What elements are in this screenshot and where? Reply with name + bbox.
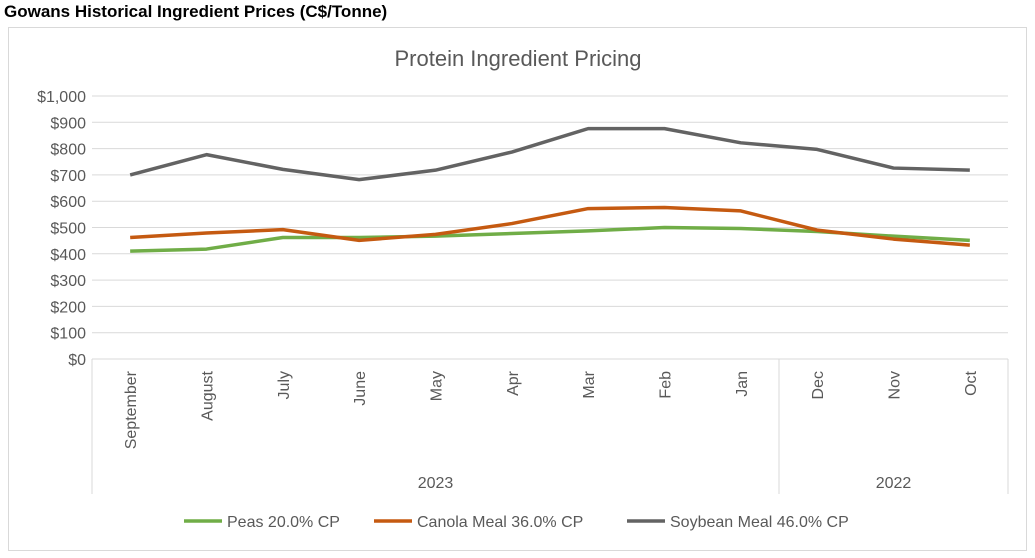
y-tick-label: $0 — [68, 352, 86, 369]
x-tick-label: September — [123, 370, 140, 449]
x-tick-label: Feb — [658, 371, 675, 399]
year-label: 2023 — [418, 475, 454, 492]
page-title: Gowans Historical Ingredient Prices (C$/… — [4, 2, 388, 21]
x-tick-label: Jan — [734, 371, 751, 397]
x-tick-label: August — [200, 370, 217, 420]
y-tick-label: $100 — [50, 326, 86, 343]
y-tick-label: $400 — [50, 247, 86, 264]
legend-label: Soybean Meal 46.0% CP — [670, 514, 849, 531]
x-tick-label: June — [352, 371, 369, 406]
year-label: 2022 — [876, 475, 912, 492]
x-tick-label: Mar — [581, 370, 598, 398]
series-line-canola — [130, 205, 970, 247]
x-tick-label: Apr — [505, 370, 522, 396]
chart-title: Protein Ingredient Pricing — [394, 46, 641, 71]
y-tick-label: $500 — [50, 221, 86, 238]
y-tick-label: $800 — [50, 142, 86, 159]
legend-label: Canola Meal 36.0% CP — [417, 514, 583, 531]
series-line-soybean — [129, 126, 970, 182]
x-tick-label: Oct — [963, 370, 980, 395]
y-tick-label: $600 — [50, 194, 86, 211]
x-tick-label: Dec — [810, 371, 827, 399]
x-tick-label: May — [429, 371, 446, 401]
y-tick-label: $200 — [50, 299, 86, 316]
x-tick-label: Nov — [887, 371, 904, 399]
y-tick-label: $900 — [50, 115, 86, 132]
y-tick-label: $1,000 — [37, 89, 86, 106]
x-tick-label: July — [276, 371, 293, 399]
legend-label: Peas 20.0% CP — [227, 514, 340, 531]
y-tick-label: $700 — [50, 168, 86, 185]
chart-frame — [8, 27, 1027, 551]
y-tick-label: $300 — [50, 273, 86, 290]
